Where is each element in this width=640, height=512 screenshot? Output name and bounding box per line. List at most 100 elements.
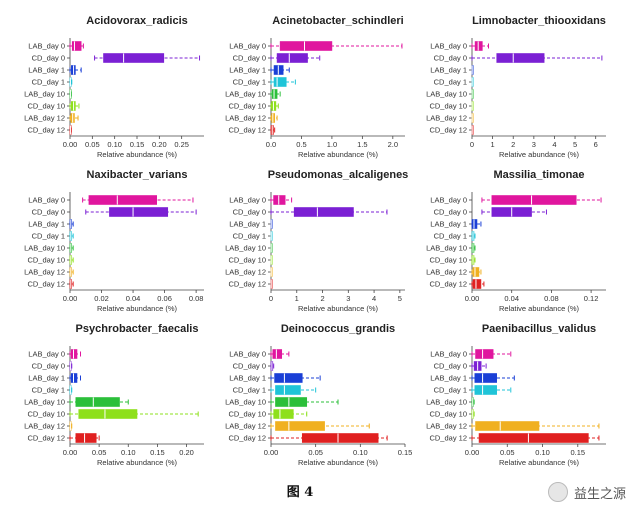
category-label: CD_day 12 bbox=[27, 434, 65, 443]
category-label: LAB_day 12 bbox=[426, 114, 467, 123]
box-iqr bbox=[274, 196, 286, 205]
x-tick-label: 0.02 bbox=[94, 294, 109, 303]
category-label: LAB_day 1 bbox=[229, 374, 266, 383]
panel-title: Paenibacillus_validus bbox=[482, 323, 596, 335]
box-iqr bbox=[275, 398, 306, 407]
x-tick-label: 0.0 bbox=[266, 140, 276, 149]
x-tick-label: 0 bbox=[470, 140, 474, 149]
category-label: CD_day 0 bbox=[434, 54, 467, 63]
category-label: LAB_day 1 bbox=[28, 66, 65, 75]
category-label: LAB_day 1 bbox=[28, 220, 65, 229]
category-label: LAB_day 10 bbox=[225, 244, 266, 253]
x-tick-label: 0.04 bbox=[126, 294, 141, 303]
category-label: CD_day 10 bbox=[429, 256, 467, 265]
category-label: LAB_day 12 bbox=[426, 422, 467, 431]
category-label: LAB_day 10 bbox=[24, 90, 65, 99]
panel-title: Limnobacter_thiooxidans bbox=[472, 15, 606, 27]
x-tick-label: 2.0 bbox=[388, 140, 398, 149]
category-label: CD_day 10 bbox=[27, 256, 65, 265]
x-tick-label: 0.06 bbox=[157, 294, 172, 303]
category-label: LAB_day 0 bbox=[28, 196, 65, 205]
figure-canvas: Acidovorax_radicis0.00 0.05 0.10 0.15 0.20 0.… bbox=[0, 0, 640, 512]
x-axis-label: Relative abundance (%) bbox=[499, 304, 580, 313]
category-label: CD_day 1 bbox=[233, 232, 266, 241]
category-label: LAB_day 12 bbox=[24, 114, 65, 123]
category-label: LAB_day 12 bbox=[24, 422, 65, 431]
category-label: CD_day 12 bbox=[27, 280, 65, 289]
category-label: CD_day 1 bbox=[434, 232, 467, 241]
x-tick-label: 0.20 bbox=[179, 448, 194, 457]
x-tick-label: 0.10 bbox=[535, 448, 550, 457]
category-label: LAB_day 0 bbox=[229, 350, 266, 359]
category-label: LAB_day 0 bbox=[229, 196, 266, 205]
category-label: LAB_day 0 bbox=[430, 42, 467, 51]
box-iqr bbox=[473, 268, 479, 277]
watermark-text: 益生之源 bbox=[574, 483, 626, 502]
box-iqr bbox=[72, 42, 81, 51]
x-tick-label: 0.15 bbox=[130, 140, 145, 149]
panel-paenibacillus-validus: Paenibacillus_validus 0.00 0.05 0.10 0.15Rel… bbox=[426, 323, 606, 467]
category-label: CD_day 12 bbox=[429, 126, 467, 135]
panel-title: Psychrobacter_faecalis bbox=[76, 323, 199, 335]
box-iqr bbox=[476, 350, 494, 359]
x-tick-label: 1 bbox=[491, 140, 495, 149]
x-tick-label: 0.00 bbox=[465, 448, 480, 457]
category-label: LAB_day 10 bbox=[426, 244, 467, 253]
category-label: CD_day 10 bbox=[228, 410, 266, 419]
box-iqr bbox=[475, 42, 482, 51]
box-iqr bbox=[492, 196, 576, 205]
x-tick-label: 1.0 bbox=[327, 140, 337, 149]
category-label: CD_day 0 bbox=[32, 362, 65, 371]
box-iqr bbox=[475, 386, 497, 395]
x-axis-label: Relative abundance (%) bbox=[97, 458, 178, 467]
x-tick-label: 3 bbox=[532, 140, 536, 149]
category-label: LAB_day 1 bbox=[28, 374, 65, 383]
box-iqr bbox=[274, 410, 294, 419]
category-label: CD_day 10 bbox=[228, 102, 266, 111]
box-iqr bbox=[275, 422, 324, 431]
category-label: CD_day 12 bbox=[228, 126, 266, 135]
x-axis-label: Relative abundance (%) bbox=[499, 150, 580, 159]
box-iqr bbox=[497, 54, 544, 63]
x-tick-label: 4 bbox=[372, 294, 376, 303]
x-tick-label: 0.15 bbox=[398, 448, 413, 457]
category-label: CD_day 12 bbox=[228, 434, 266, 443]
x-tick-label: 3 bbox=[346, 294, 350, 303]
x-tick-label: 0.10 bbox=[121, 448, 136, 457]
panel-title: Pseudomonas_alcaligenes bbox=[268, 169, 409, 181]
category-label: LAB_day 10 bbox=[426, 90, 467, 99]
x-tick-label: 0.15 bbox=[150, 448, 165, 457]
category-label: LAB_day 1 bbox=[430, 374, 467, 383]
x-axis-label: Relative abundance (%) bbox=[298, 458, 379, 467]
box-iqr bbox=[272, 90, 277, 99]
category-label: CD_day 10 bbox=[429, 102, 467, 111]
x-tick-label: 0.15 bbox=[570, 448, 585, 457]
box-iqr bbox=[89, 196, 157, 205]
box-iqr bbox=[479, 434, 588, 443]
panel-acinetobacter-schindleri: Acinetobacter_schindleri 0.0 0.5 1.0 1.5 2.0 R… bbox=[225, 15, 405, 159]
panel-pseudomonas-alcaligenes: Pseudomonas_alcaligenes 0 1 2 3 4 5 Relative ab… bbox=[225, 169, 408, 313]
category-label: LAB_day 12 bbox=[225, 268, 266, 277]
panel-acidovorax-radicis: Acidovorax_radicis 0.00 0.05 0.10 0.15 0.20 0.… bbox=[24, 15, 204, 159]
x-tick-label: 0.00 bbox=[63, 140, 78, 149]
panel-title: Massilia_timonae bbox=[493, 169, 584, 181]
category-label: CD_day 0 bbox=[32, 54, 65, 63]
category-label: CD_day 10 bbox=[27, 102, 65, 111]
box-iqr bbox=[71, 374, 77, 383]
box-iqr bbox=[277, 54, 307, 63]
box-iqr bbox=[79, 410, 137, 419]
category-label: LAB_day 12 bbox=[426, 268, 467, 277]
x-tick-label: 5 bbox=[398, 294, 402, 303]
category-label: CD_day 12 bbox=[228, 280, 266, 289]
box-iqr bbox=[76, 434, 96, 443]
x-tick-label: 1.5 bbox=[357, 140, 367, 149]
category-label: CD_day 0 bbox=[233, 208, 266, 217]
x-tick-label: 6 bbox=[594, 140, 598, 149]
category-label: LAB_day 0 bbox=[229, 42, 266, 51]
panel-deinococcus-grandis: Deinococcus_grandis 0.00 0.05 0.10 0.15 Relat… bbox=[225, 323, 412, 467]
watermark: 益生之源 bbox=[548, 482, 626, 502]
category-label: LAB_day 1 bbox=[229, 220, 266, 229]
x-tick-label: 0.10 bbox=[107, 140, 122, 149]
box-iqr bbox=[71, 350, 77, 359]
category-label: CD_day 10 bbox=[429, 410, 467, 419]
